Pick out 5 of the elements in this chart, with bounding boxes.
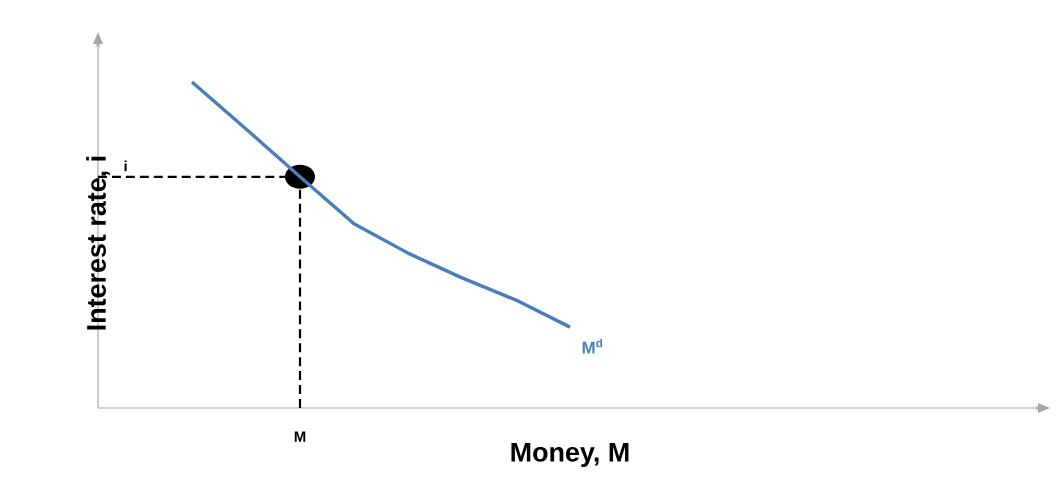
y-axis-title: Interest rate, i [86, 156, 110, 330]
text: M [294, 431, 306, 442]
ref-line-label: i [124, 160, 127, 172]
x-axis-title: Money, M [511, 442, 629, 468]
series-label: M$^{d}$ [582, 338, 603, 354]
